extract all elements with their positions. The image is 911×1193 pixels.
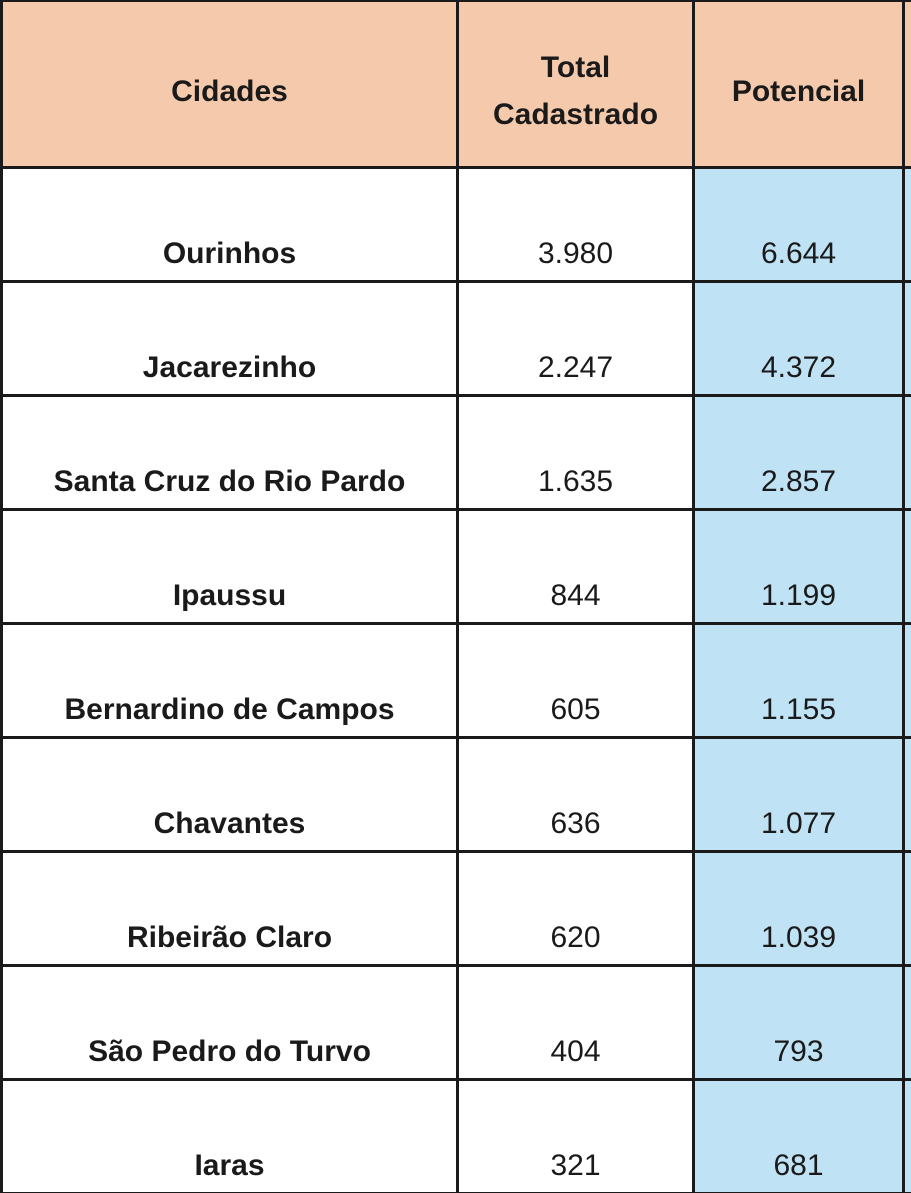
- cell-cidade: Ribeirão Claro: [0, 849, 459, 967]
- cell-cropped: [902, 507, 911, 625]
- cell-total-cadastrado: 605: [456, 621, 695, 739]
- cell-cidade: Ourinhos: [0, 165, 459, 283]
- cell-potencial: 1.077: [692, 735, 905, 853]
- cell-total-cadastrado: 404: [456, 963, 695, 1081]
- table-row: Ribeirão Claro 620 1.039: [0, 849, 911, 967]
- cell-cidade: Santa Cruz do Rio Pardo: [0, 393, 459, 511]
- table-header: Cidades Total Cadastrado Potencial: [0, 0, 911, 169]
- table-row: Chavantes 636 1.077: [0, 735, 911, 853]
- cell-total-cadastrado: 620: [456, 849, 695, 967]
- cell-cropped: [902, 849, 911, 967]
- cell-potencial: 4.372: [692, 279, 905, 397]
- cell-potencial: 793: [692, 963, 905, 1081]
- cell-cropped: [902, 735, 911, 853]
- cell-cropped: [902, 279, 911, 397]
- column-header-total-cadastrado: Total Cadastrado: [456, 0, 695, 169]
- cell-cidade: Chavantes: [0, 735, 459, 853]
- cell-potencial: 1.039: [692, 849, 905, 967]
- table-row: São Pedro do Turvo 404 793: [0, 963, 911, 1081]
- cell-potencial: 1.199: [692, 507, 905, 625]
- cell-cropped: [902, 165, 911, 283]
- cell-cropped: [902, 621, 911, 739]
- table-row: Ourinhos 3.980 6.644: [0, 165, 911, 283]
- table-row: Santa Cruz do Rio Pardo 1.635 2.857: [0, 393, 911, 511]
- cell-total-cadastrado: 3.980: [456, 165, 695, 283]
- header-row: Cidades Total Cadastrado Potencial: [0, 0, 911, 169]
- cell-cidade: Iaras: [0, 1077, 459, 1193]
- table-row: Ipaussu 844 1.199: [0, 507, 911, 625]
- cell-potencial: 2.857: [692, 393, 905, 511]
- cell-cidade: Bernardino de Campos: [0, 621, 459, 739]
- table-row: Jacarezinho 2.247 4.372: [0, 279, 911, 397]
- cell-potencial: 6.644: [692, 165, 905, 283]
- cell-cidade: Jacarezinho: [0, 279, 459, 397]
- column-header-cidades: Cidades: [0, 0, 459, 169]
- cell-potencial: 681: [692, 1077, 905, 1193]
- cell-total-cadastrado: 1.635: [456, 393, 695, 511]
- cell-total-cadastrado: 321: [456, 1077, 695, 1193]
- cell-total-cadastrado: 2.247: [456, 279, 695, 397]
- column-header-potencial: Potencial: [692, 0, 905, 169]
- cell-cropped: [902, 393, 911, 511]
- cell-total-cadastrado: 844: [456, 507, 695, 625]
- cell-cropped: [902, 1077, 911, 1193]
- cell-cidade: Ipaussu: [0, 507, 459, 625]
- cell-total-cadastrado: 636: [456, 735, 695, 853]
- cell-potencial: 1.155: [692, 621, 905, 739]
- cell-cidade: São Pedro do Turvo: [0, 963, 459, 1081]
- table-row: Iaras 321 681: [0, 1077, 911, 1193]
- column-header-cropped: [902, 0, 911, 169]
- cell-cropped: [902, 963, 911, 1081]
- table-row: Bernardino de Campos 605 1.155: [0, 621, 911, 739]
- table-body: Ourinhos 3.980 6.644 Jacarezinho 2.247 4…: [0, 165, 911, 1193]
